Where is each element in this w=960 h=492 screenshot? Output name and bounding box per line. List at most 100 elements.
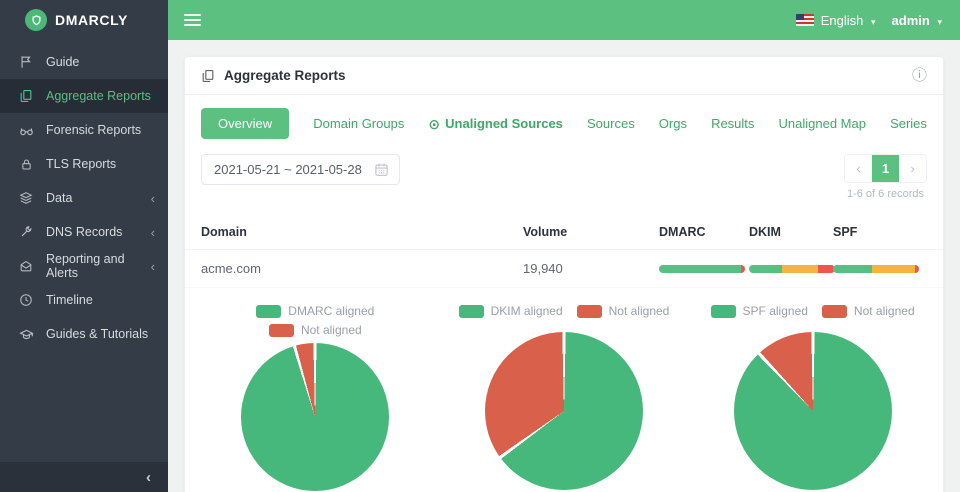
tab-overview[interactable]: Overview	[201, 108, 290, 139]
graduation-cap-icon	[18, 326, 34, 342]
column-header-dmarc[interactable]: DMARC	[659, 224, 706, 239]
tab-unaligned-sources[interactable]: ⊙ Unaligned Sources	[428, 116, 562, 131]
legend-item-dmarc-aligned[interactable]: DMARC aligned	[256, 304, 374, 318]
language-label: English	[820, 12, 864, 28]
wrench-icon	[18, 224, 34, 240]
legend-label: SPF aligned	[742, 304, 808, 318]
dkim-legend: DKIM aligned Not aligned	[458, 304, 670, 324]
legend-swatch	[576, 304, 602, 318]
language-selector[interactable]: English ▾	[821, 13, 876, 28]
info-icon[interactable]: ⓘ	[911, 67, 927, 84]
date-range-input[interactable]: 2021-05-21 ~ 2021-05-28	[201, 154, 400, 185]
glasses-icon	[18, 122, 34, 138]
calendar-icon	[374, 162, 389, 177]
legend-swatch	[256, 304, 282, 318]
sidebar-item-timeline[interactable]: Timeline	[0, 283, 168, 317]
layers-icon	[18, 190, 34, 206]
legend-label: DMARC aligned	[288, 304, 375, 318]
legend-swatch	[268, 323, 294, 337]
user-menu[interactable]: admin ▾	[892, 13, 942, 28]
legend-item-not-aligned[interactable]: Not aligned	[576, 304, 670, 318]
spf-pie-chart: SPF aligned Not aligned	[688, 304, 937, 491]
flag-icon	[18, 54, 34, 70]
card-header: Aggregate Reports ⓘ	[185, 57, 943, 95]
domain-cell: acme.com	[201, 261, 261, 276]
column-header-spf[interactable]: SPF	[833, 224, 858, 239]
us-flag-icon	[795, 14, 814, 26]
sidebar-item-label: Guide	[46, 55, 80, 69]
pagination-next-button[interactable]: ›	[899, 155, 926, 182]
sidebar-item-data[interactable]: Data ‹	[0, 181, 168, 215]
sidebar-item-label: Aggregate Reports	[46, 89, 151, 103]
clock-icon	[18, 292, 34, 308]
spf-alignment-bar	[833, 264, 919, 273]
sidebar-item-forensic-reports[interactable]: Forensic Reports	[0, 113, 168, 147]
spf-legend: SPF aligned Not aligned	[710, 304, 915, 324]
dmarc-alignment-bar	[659, 264, 745, 273]
tab-orgs[interactable]: Orgs	[658, 116, 687, 131]
mail-alert-icon	[18, 258, 34, 274]
header-right: English ▾ admin ▾	[795, 13, 960, 28]
main-content: Aggregate Reports ⓘ Overview Domain Grou…	[168, 40, 960, 492]
legend-label: Not aligned	[853, 304, 915, 318]
dmarc-pie-chart: DMARC aligned Not aligned	[191, 304, 440, 491]
column-header-domain[interactable]: Domain	[201, 224, 247, 239]
sidebar-collapse-button[interactable]: ‹	[0, 462, 168, 492]
filter-row: 2021-05-21 ~ 2021-05-28 ‹ 1 › 1-6 of 6 r…	[185, 149, 943, 202]
column-header-dkim[interactable]: DKIM	[749, 224, 781, 239]
pagination-page-1[interactable]: 1	[872, 155, 899, 182]
sidebar-item-label: Timeline	[46, 293, 93, 307]
legend-item-dkim-aligned[interactable]: DKIM aligned	[458, 304, 563, 318]
legend-item-spf-aligned[interactable]: SPF aligned	[710, 304, 808, 318]
tab-label: Unaligned Sources	[445, 116, 563, 131]
report-tabs: Overview Domain Groups ⊙ Unaligned Sourc…	[185, 95, 943, 149]
sidebar-item-guide[interactable]: Guide	[0, 45, 168, 79]
table-header-row: Domain Volume DMARC DKIM SPF	[185, 214, 943, 250]
sidebar-item-aggregate-reports[interactable]: Aggregate Reports	[0, 79, 168, 113]
sidebar-item-label: Guides & Tutorials	[46, 327, 149, 341]
records-summary: 1-6 of 6 records	[846, 188, 925, 200]
aggregate-reports-card: Aggregate Reports ⓘ Overview Domain Grou…	[184, 56, 944, 492]
dkim-pie[interactable]	[484, 332, 643, 490]
tab-sources[interactable]: Sources	[587, 116, 635, 131]
chevron-down-icon: ▾	[937, 16, 942, 27]
dmarc-pie[interactable]	[241, 343, 390, 491]
spf-pie[interactable]	[733, 332, 892, 490]
sidebar-item-label: Data	[46, 191, 73, 205]
dkim-alignment-bar	[749, 264, 835, 273]
page-title: Aggregate Reports	[224, 68, 346, 83]
alignment-pie-charts: DMARC aligned Not aligned	[185, 304, 943, 491]
sidebar-item-reporting-and-alerts[interactable]: Reporting and Alerts ‹	[0, 249, 168, 283]
chevron-left-icon: ‹	[150, 258, 155, 274]
legend-label: Not aligned	[608, 304, 670, 318]
brand-logo[interactable]: DMARCLY	[0, 0, 168, 40]
sidebar: DMARCLY Guide Aggregate Reports Forensic…	[0, 0, 168, 492]
chevron-left-icon: ‹	[146, 468, 151, 486]
dmarc-legend: DMARC aligned Not aligned	[256, 304, 374, 337]
legend-item-not-aligned[interactable]: Not aligned	[268, 323, 362, 337]
pagination-prev-button[interactable]: ‹	[845, 155, 872, 182]
sidebar-item-dns-records[interactable]: DNS Records ‹	[0, 215, 168, 249]
sidebar-item-guides-tutorials[interactable]: Guides & Tutorials	[0, 317, 168, 351]
tab-domain-groups[interactable]: Domain Groups	[313, 116, 405, 131]
tab-series[interactable]: Series	[890, 116, 927, 131]
table-row[interactable]: acme.com 19,940	[185, 250, 943, 288]
hamburger-menu-icon[interactable]	[168, 14, 217, 26]
sidebar-item-tls-reports[interactable]: TLS Reports	[0, 147, 168, 181]
username-label: admin	[891, 12, 930, 28]
pages-icon	[18, 88, 34, 104]
column-header-volume[interactable]: Volume	[523, 224, 568, 239]
tab-results[interactable]: Results	[711, 116, 755, 131]
legend-swatch	[821, 304, 847, 318]
legend-label: Not aligned	[300, 323, 362, 337]
lock-icon	[18, 156, 34, 172]
sidebar-item-label: Reporting and Alerts	[46, 252, 125, 280]
top-header: English ▾ admin ▾	[168, 0, 960, 40]
date-range-value: 2021-05-21 ~ 2021-05-28	[214, 162, 362, 177]
legend-item-not-aligned[interactable]: Not aligned	[821, 304, 915, 318]
volume-cell: 19,940	[523, 261, 563, 276]
sidebar-nav: Guide Aggregate Reports Forensic Reports…	[0, 40, 168, 462]
chevron-left-icon: ‹	[150, 224, 155, 240]
brand-name: DMARCLY	[55, 12, 128, 28]
tab-unaligned-map[interactable]: Unaligned Map	[778, 116, 866, 131]
